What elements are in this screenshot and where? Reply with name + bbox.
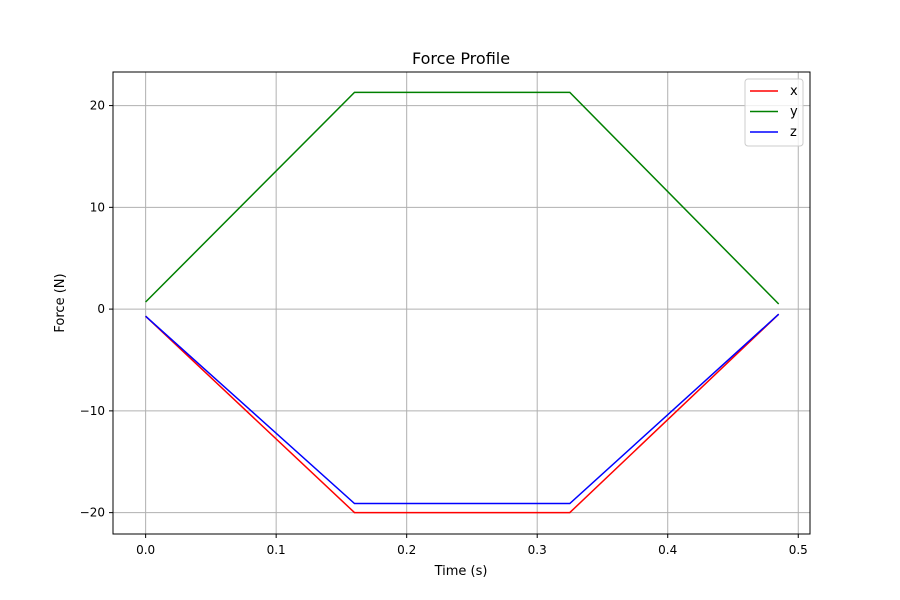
chart-title: Force Profile [412, 49, 510, 68]
series-line-z [145, 313, 780, 505]
series-group [145, 91, 780, 514]
x-tick-label: 0.2 [397, 543, 416, 557]
y-ticks: −20 −10 0 10 20 [80, 99, 113, 520]
x-tick-label: 0.3 [528, 543, 547, 557]
y-tick-label: −20 [80, 506, 105, 520]
x-tick-label: 0.0 [136, 543, 155, 557]
x-tick-label: 0.1 [267, 543, 286, 557]
x-tick-label: 0.5 [789, 543, 808, 557]
plot-frame [112, 71, 811, 535]
legend-label-x: x [790, 84, 798, 99]
legend-label-y: y [790, 105, 798, 120]
x-ticks: 0.0 0.1 0.2 0.3 0.4 0.5 [136, 534, 808, 557]
series-line-y [145, 91, 780, 305]
y-tick-label: −10 [80, 404, 105, 418]
y-axis-label: Force (N) [53, 273, 68, 332]
grid [113, 72, 810, 534]
y-tick-label: 0 [97, 302, 105, 316]
legend-label-z: z [790, 125, 797, 140]
series-line-x [145, 313, 780, 514]
x-axis-label: Time (s) [434, 564, 488, 579]
legend: xyz [744, 78, 804, 147]
y-tick-label: 20 [90, 99, 105, 113]
y-tick-label: 10 [90, 200, 105, 214]
x-tick-label: 0.4 [658, 543, 677, 557]
legend-box [744, 78, 804, 147]
